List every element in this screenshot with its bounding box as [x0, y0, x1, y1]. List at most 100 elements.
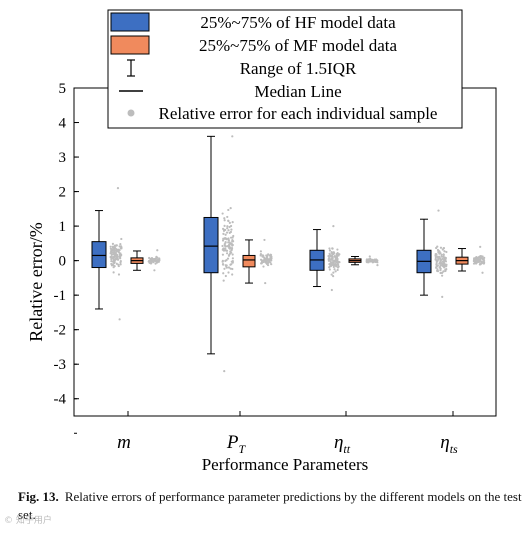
- sample-point: [117, 263, 120, 266]
- sample-point: [148, 261, 151, 265]
- sample-point: [436, 268, 439, 271]
- sample-point: [225, 264, 228, 267]
- sample-point: [479, 245, 482, 248]
- sample-point: [369, 258, 373, 261]
- sample-point: [231, 260, 234, 263]
- hf-box: [91, 241, 107, 269]
- legend-label-hf_box: 25%~75% of HF model data: [200, 13, 396, 32]
- sample-point: [435, 246, 438, 250]
- sample-point: [231, 240, 234, 243]
- sample-point: [269, 253, 272, 256]
- y-tick-label: -2: [54, 323, 67, 339]
- sample-point: [227, 208, 230, 212]
- y-tick-label: 5: [59, 81, 67, 97]
- sample-point: [477, 260, 480, 263]
- sample-point: [109, 252, 112, 255]
- sample-point: [331, 247, 334, 250]
- sample-point: [231, 257, 234, 260]
- sample-point: [265, 256, 268, 259]
- sample-point: [328, 268, 331, 271]
- sample-point: [337, 265, 340, 268]
- sample-point: [112, 271, 115, 274]
- sample-point: [445, 268, 448, 271]
- sample-point: [327, 254, 330, 258]
- sample-point: [437, 209, 440, 212]
- sample-point: [115, 244, 118, 247]
- sample-point: [266, 263, 270, 267]
- sample-point: [269, 255, 272, 258]
- sample-point: [332, 225, 335, 228]
- sample-point: [114, 247, 117, 250]
- sample-point: [441, 295, 444, 298]
- sample-point: [331, 257, 334, 260]
- sample-point: [439, 264, 442, 267]
- sample-point: [436, 256, 439, 259]
- sample-point: [442, 247, 445, 250]
- sample-point: [227, 219, 230, 222]
- x-tick-label-base: m: [117, 432, 131, 453]
- sample-point: [111, 246, 115, 249]
- sample-point: [335, 265, 338, 268]
- sample-point: [111, 242, 115, 246]
- y-axis-label: Relative error/%: [26, 222, 46, 341]
- mf-box: [242, 254, 256, 268]
- sample-point: [119, 245, 123, 248]
- x-tick-label: ηtt: [334, 432, 351, 456]
- sample-point: [230, 228, 233, 231]
- figure-caption: Fig. 13. Relative errors of performance p…: [18, 488, 523, 524]
- sample-point: [262, 260, 265, 264]
- sample-point: [332, 251, 335, 254]
- sample-point: [110, 262, 113, 266]
- sample-point: [225, 252, 229, 255]
- sample-point: [225, 249, 229, 252]
- x-tick-label: ηts: [440, 432, 458, 456]
- sample-point: [227, 254, 231, 257]
- sample-point: [259, 254, 262, 257]
- sample-point: [119, 254, 122, 257]
- sample-point: [435, 253, 438, 256]
- y-tick-label: 1: [59, 219, 67, 235]
- watermark: © 知乎用户: [4, 516, 52, 526]
- sample-point: [439, 262, 442, 265]
- sample-point: [481, 271, 484, 274]
- sample-point: [113, 245, 116, 249]
- sample-point: [472, 262, 476, 265]
- sample-point: [227, 271, 230, 274]
- sample-point: [445, 250, 448, 254]
- sample-point: [154, 259, 157, 262]
- sample-point: [441, 274, 444, 277]
- sample-point: [330, 261, 334, 264]
- sample-point: [227, 239, 231, 242]
- sample-point: [149, 259, 152, 262]
- sample-point: [119, 263, 122, 266]
- sample-point: [228, 225, 231, 229]
- sample-point: [226, 227, 229, 230]
- sample-point: [227, 237, 230, 240]
- sample-point: [231, 267, 234, 271]
- x-tick-label: m: [117, 432, 131, 453]
- sample-point: [223, 237, 226, 240]
- sample-point: [224, 241, 227, 244]
- sample-point: [475, 260, 478, 263]
- x-tick-label-sub: tt: [343, 442, 350, 456]
- x-axis-label: Performance Parameters: [202, 455, 369, 474]
- sample-point: [222, 272, 225, 275]
- sample-point: [117, 251, 121, 254]
- sample-point: [329, 254, 332, 257]
- sample-point: [110, 257, 113, 261]
- sample-point: [475, 256, 478, 259]
- sample-point: [264, 281, 267, 285]
- sample-point: [270, 259, 273, 262]
- sample-point: [113, 265, 116, 268]
- sample-point: [116, 249, 119, 252]
- y-tick-label: -3: [54, 357, 67, 373]
- sample-point: [442, 260, 445, 263]
- x-tick-label-base: η: [334, 432, 343, 453]
- sample-point: [262, 265, 265, 268]
- sample-point: [222, 232, 225, 235]
- sample-point: [119, 259, 122, 263]
- sample-point: [436, 248, 440, 252]
- sample-point: [116, 187, 120, 190]
- x-tick-label: PT: [226, 432, 247, 456]
- sample-point: [269, 257, 272, 260]
